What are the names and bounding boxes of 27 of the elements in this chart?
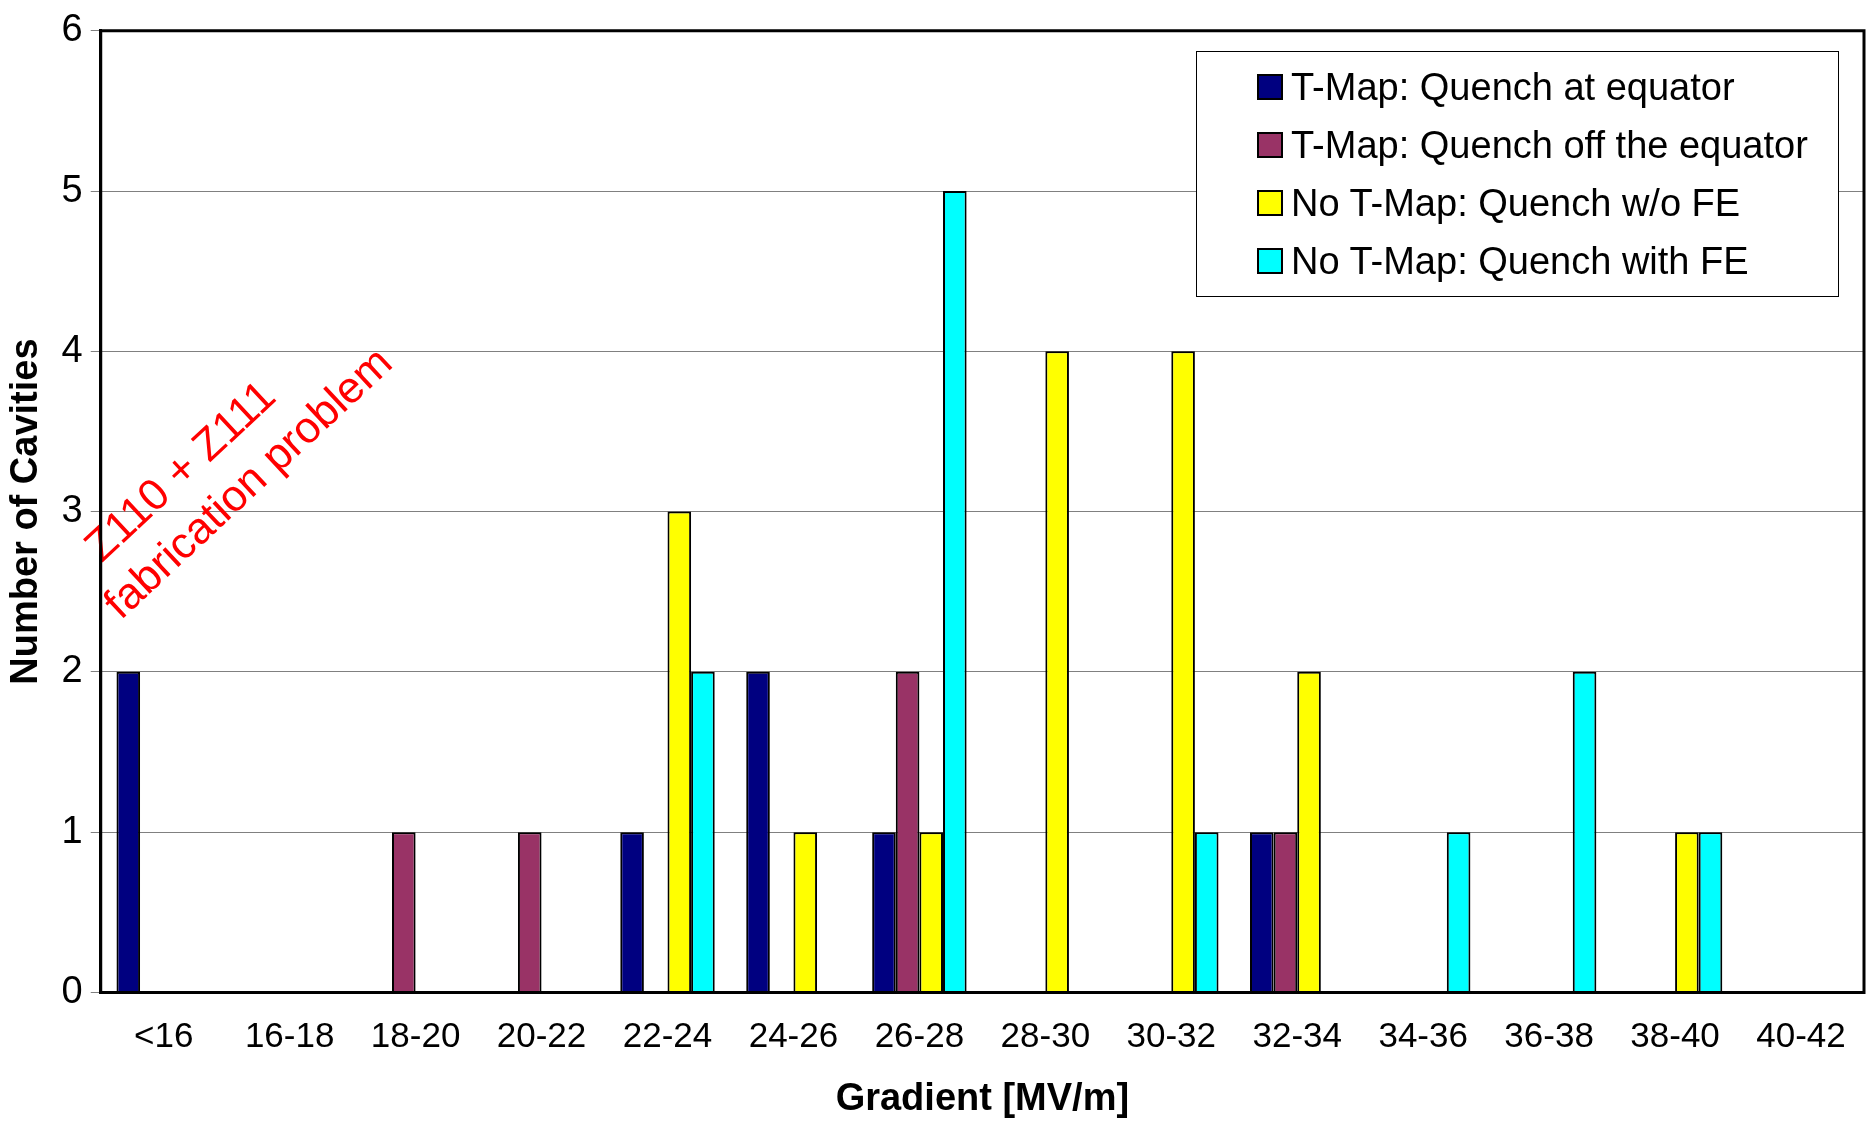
y-tick-label: 4 bbox=[61, 327, 83, 370]
legend-label: No T-Map: Quench with FE bbox=[1291, 238, 1749, 284]
y-tick-label: 2 bbox=[61, 648, 83, 691]
y-tick-label: 6 bbox=[61, 7, 83, 50]
y-tick-label: 0 bbox=[61, 968, 83, 1011]
x-tick-label: 38-40 bbox=[1630, 1015, 1720, 1055]
y-tick-label: 1 bbox=[61, 808, 83, 851]
legend-label: T-Map: Quench at equator bbox=[1291, 64, 1735, 110]
x-tick-label: <16 bbox=[134, 1015, 194, 1055]
x-tick-label: 18-20 bbox=[370, 1015, 461, 1055]
x-tick-label: 16-18 bbox=[244, 1015, 335, 1055]
x-tick-label: 34-36 bbox=[1378, 1015, 1468, 1055]
x-tick-label: 26-28 bbox=[874, 1015, 965, 1055]
legend-label: T-Map: Quench off the equator bbox=[1291, 122, 1808, 168]
x-tick-label: 22-24 bbox=[622, 1015, 713, 1055]
x-tick-label: 40-42 bbox=[1756, 1015, 1846, 1055]
x-tick-label: 28-30 bbox=[1000, 1015, 1091, 1055]
x-tick-label: 24-26 bbox=[748, 1015, 839, 1055]
y-tick-label: 3 bbox=[61, 488, 83, 531]
x-axis-title: Gradient [MV/m] bbox=[835, 1075, 1130, 1118]
x-tick-label: 32-34 bbox=[1252, 1015, 1342, 1055]
y-tick-label: 5 bbox=[61, 167, 83, 210]
y-axis-title: Number of Cavities bbox=[3, 338, 46, 685]
x-tick-label: 20-22 bbox=[496, 1015, 587, 1055]
legend-label: No T-Map: Quench w/o FE bbox=[1291, 180, 1741, 226]
x-tick-label: 36-38 bbox=[1504, 1015, 1594, 1055]
x-tick-label: 30-32 bbox=[1126, 1015, 1217, 1055]
